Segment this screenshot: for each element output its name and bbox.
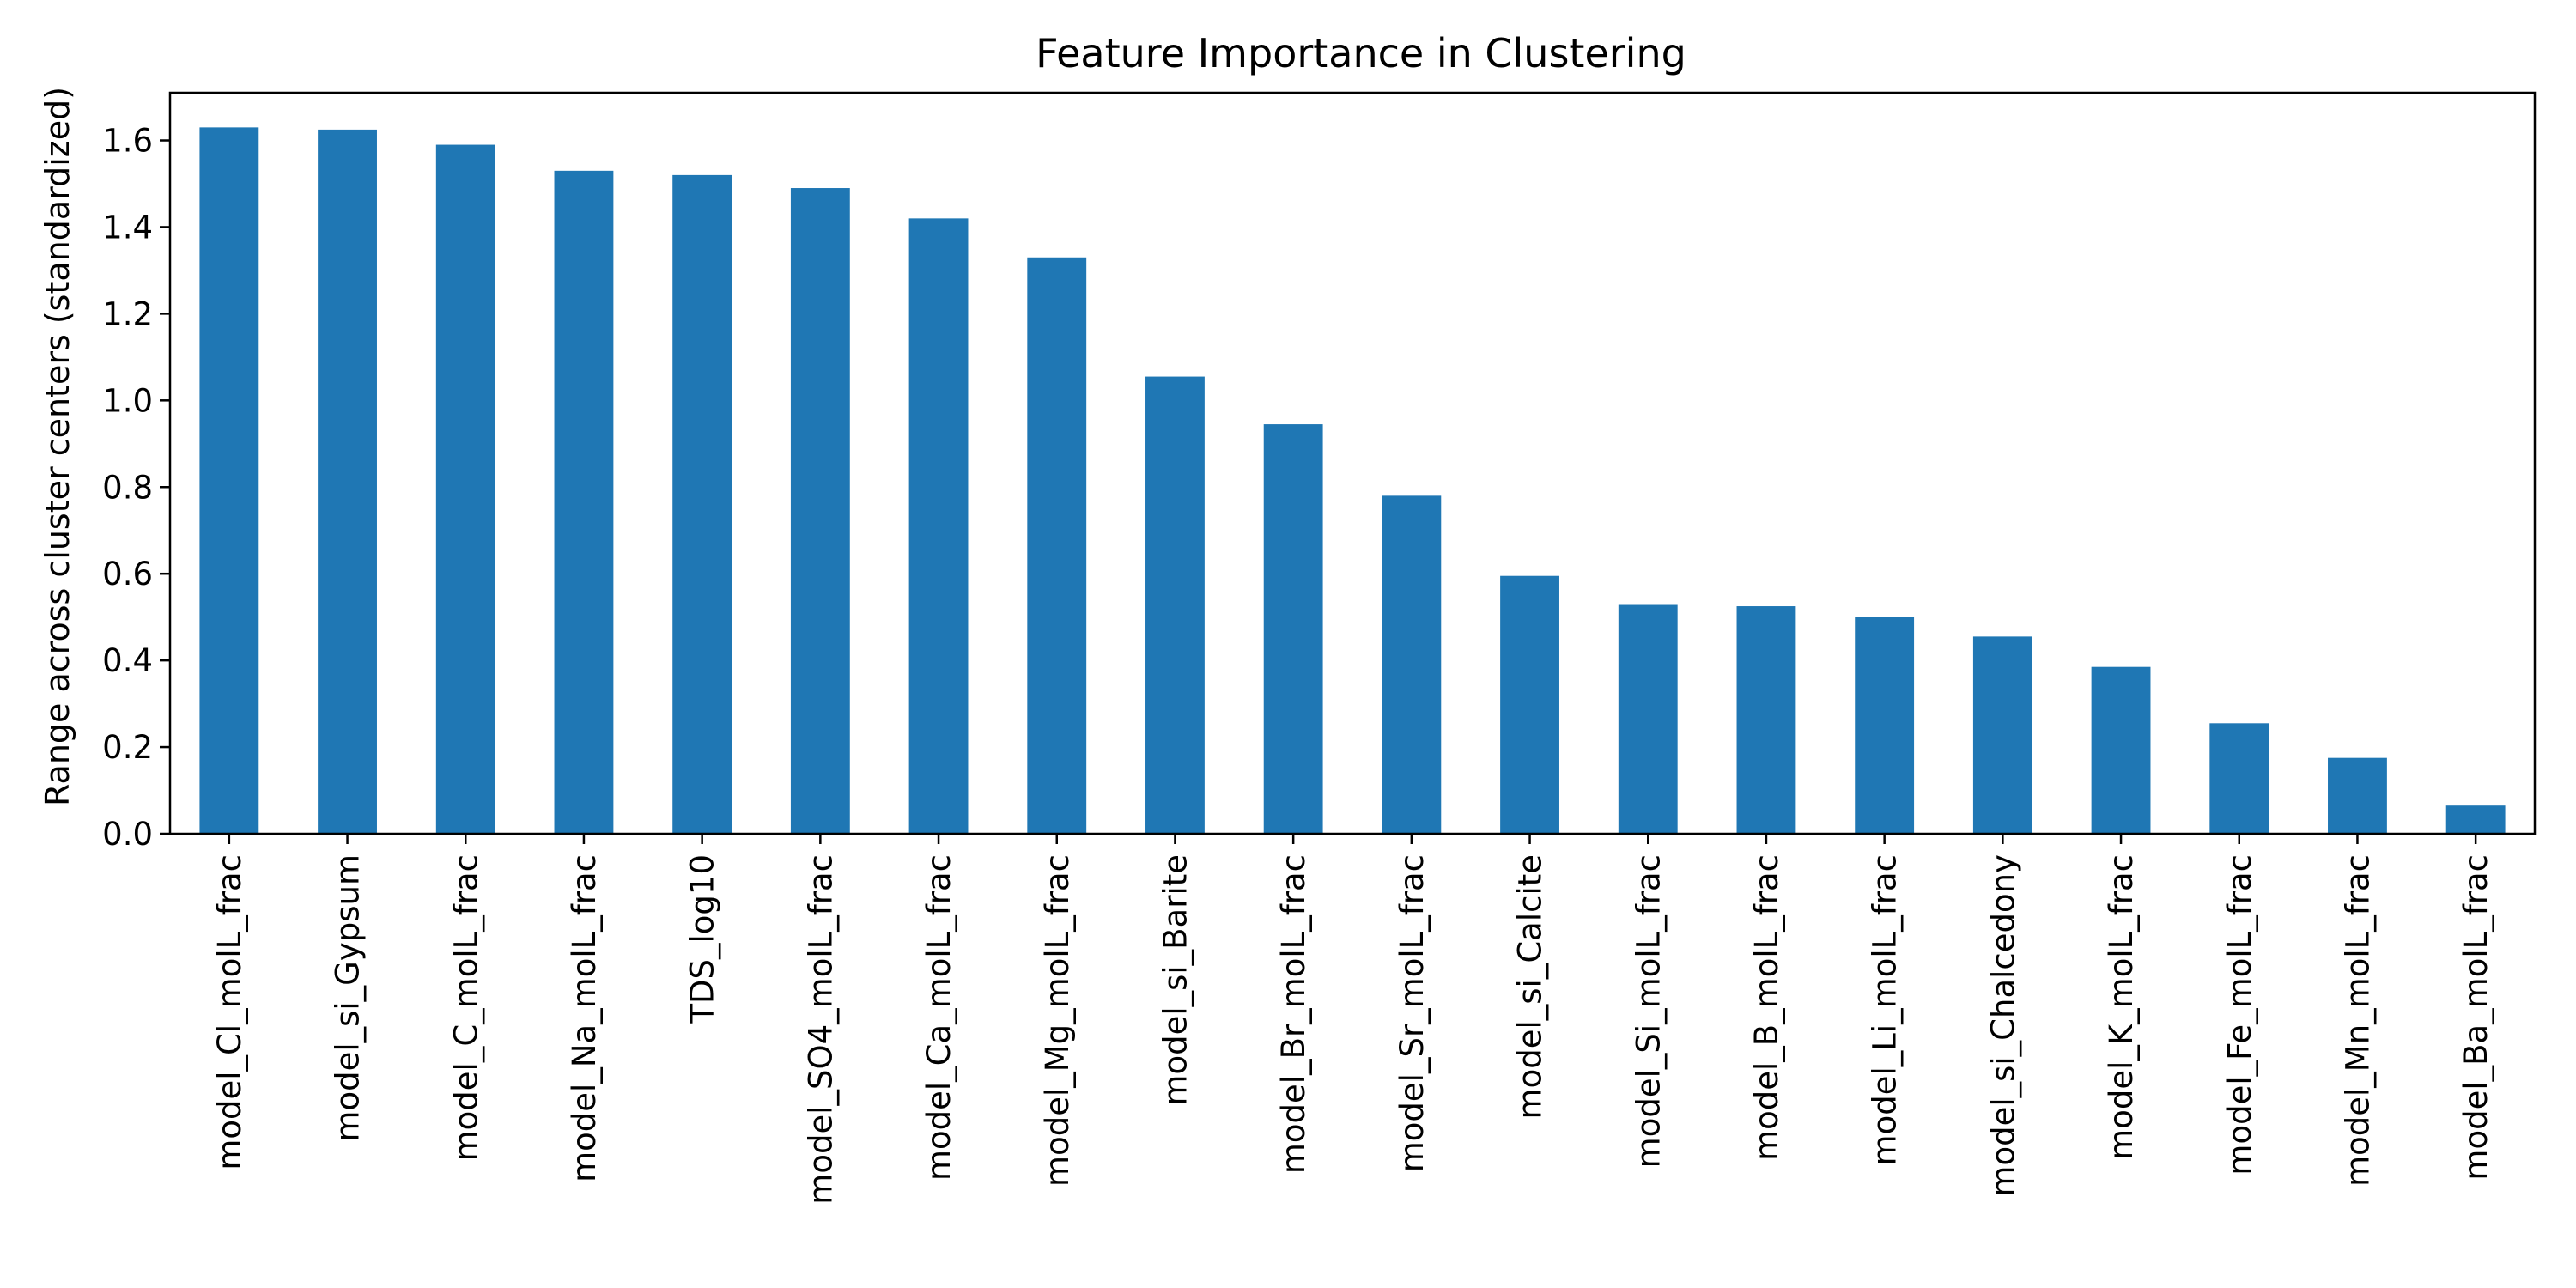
y-tick-label: 0.0 xyxy=(102,816,153,853)
x-tick-label: model_Br_molL_frac xyxy=(1275,854,1312,1174)
bar-model_si_Barite xyxy=(1145,376,1205,834)
plot-frame xyxy=(168,91,2537,835)
y-tick-label: 0.8 xyxy=(102,469,153,506)
x-tick-label: model_Sr_molL_frac xyxy=(1394,854,1431,1172)
y-tick-label: 0.2 xyxy=(102,729,153,766)
y-tick-label: 0.6 xyxy=(102,556,153,592)
y-axis-label: Range across cluster centers (standardiz… xyxy=(39,87,76,806)
x-tick-label: model_si_Barite xyxy=(1157,854,1194,1106)
y-tick-label: 1.4 xyxy=(102,209,153,246)
x-tick-label: model_Fe_molL_frac xyxy=(2221,854,2258,1176)
x-tick-label: model_si_Gypsum xyxy=(330,854,367,1142)
x-tick-label: model_Mg_molL_frac xyxy=(1039,854,1076,1187)
y-tick-label: 1.0 xyxy=(102,382,153,419)
bar-model_C_molL_frac xyxy=(435,144,495,834)
y-tick-label: 1.2 xyxy=(102,295,153,332)
bars-group xyxy=(199,127,2506,835)
bar-model_K_molL_frac xyxy=(2091,666,2151,834)
bar-model_Sr_molL_frac xyxy=(1382,495,1442,834)
bar-model_Ba_molL_frac xyxy=(2445,805,2506,834)
chart-title: Feature Importance in Clustering xyxy=(1036,30,1686,76)
x-tick-label: model_Ba_molL_frac xyxy=(2458,854,2494,1181)
bar-model_Cl_molL_frac xyxy=(199,127,259,834)
x-tick-label: TDS_log10 xyxy=(684,854,721,1024)
x-tick-label: model_si_Chalcedony xyxy=(1984,854,2021,1197)
bar-model_Na_molL_frac xyxy=(554,170,614,834)
y-tick-label: 1.6 xyxy=(102,123,153,160)
bar-model_si_Gypsum xyxy=(318,129,377,835)
x-tick-label: model_Cl_molL_frac xyxy=(211,854,248,1170)
x-tick-label: model_si_Calcite xyxy=(1512,854,1549,1119)
x-tick-label: model_B_molL_frac xyxy=(1748,854,1785,1161)
bar-model_si_Calcite xyxy=(1500,575,1559,834)
bar-model_Mg_molL_frac xyxy=(1027,257,1087,834)
x-tick-label: model_C_molL_frac xyxy=(447,854,484,1161)
x-tick-label: model_Na_molL_frac xyxy=(566,854,603,1182)
x-tick-label: model_K_molL_frac xyxy=(2103,854,2140,1160)
bar-model_si_Chalcedony xyxy=(1972,636,2032,834)
bar-model_Li_molL_frac xyxy=(1855,617,1915,834)
x-tick-label: model_SO4_molL_frac xyxy=(802,854,839,1205)
bar-model_Fe_molL_frac xyxy=(2209,723,2269,834)
x-tick-label: model_Mn_molL_frac xyxy=(2339,854,2376,1187)
bar-model_Ca_molL_frac xyxy=(908,218,969,835)
bar-model_Mn_molL_frac xyxy=(2328,757,2387,834)
bar-model_SO4_molL_frac xyxy=(790,188,850,834)
x-ticks-group: model_Cl_molL_frac model_si_Gypsum model_C… xyxy=(211,834,2494,1205)
y-tick-label: 0.4 xyxy=(102,642,153,679)
bar-model_Si_molL_frac xyxy=(1618,604,1678,834)
x-tick-label: model_Ca_molL_frac xyxy=(920,854,957,1181)
y-ticks-group: 0.0 0.2 0.4 0.6 0.8 1.0 1.2 1.4 1.6 xyxy=(102,123,170,853)
x-tick-label: model_Li_molL_frac xyxy=(1867,854,1904,1165)
x-tick-label: model_Si_molL_frac xyxy=(1630,854,1667,1168)
bar-model_B_molL_frac xyxy=(1736,606,1796,834)
bar-TDS_log10 xyxy=(672,174,732,834)
bar-model_Br_molL_frac xyxy=(1263,424,1323,834)
